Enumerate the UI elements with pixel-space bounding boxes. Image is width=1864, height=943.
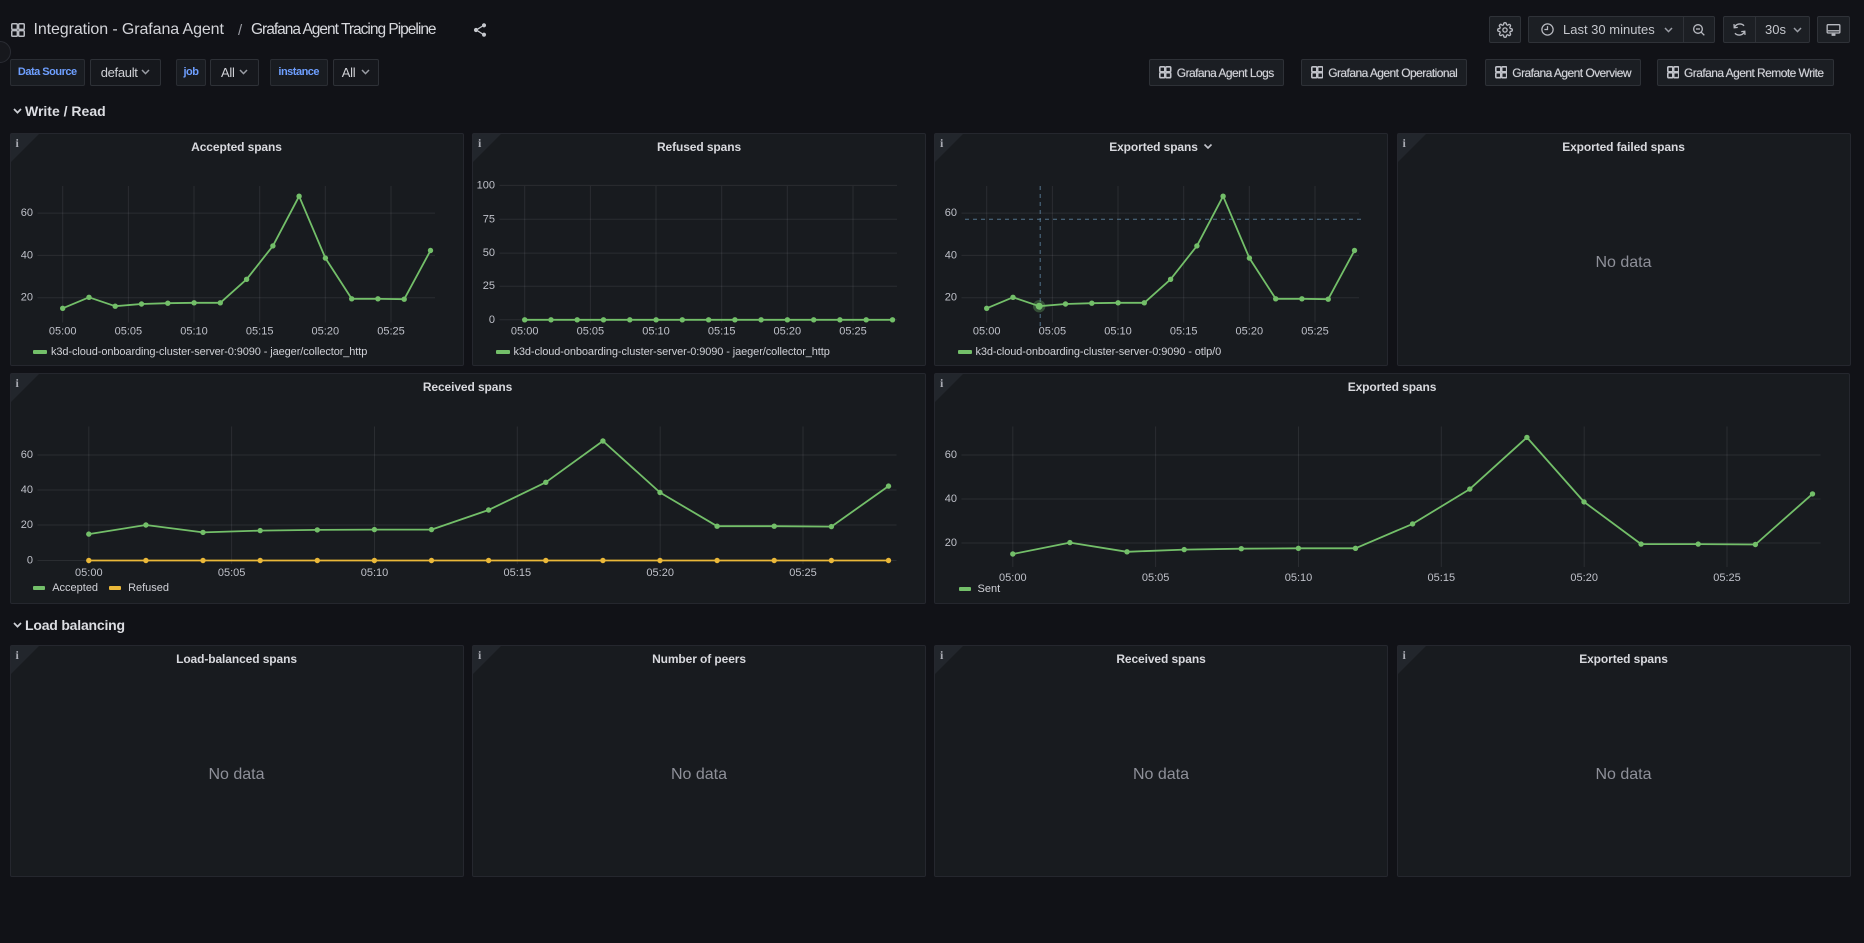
svg-text:0: 0 xyxy=(26,554,32,566)
svg-text:40: 40 xyxy=(20,249,32,261)
svg-text:05:00: 05:00 xyxy=(75,567,103,579)
svg-text:05:00: 05:00 xyxy=(999,572,1027,584)
svg-text:60: 60 xyxy=(945,207,957,219)
svg-text:60: 60 xyxy=(20,207,32,219)
svg-text:05:25: 05:25 xyxy=(789,567,817,579)
svg-text:05:25: 05:25 xyxy=(839,325,867,337)
svg-text:05:15: 05:15 xyxy=(245,325,273,337)
svg-text:05:10: 05:10 xyxy=(1104,325,1132,337)
svg-text:05:15: 05:15 xyxy=(503,567,531,579)
svg-text:05:00: 05:00 xyxy=(973,325,1001,337)
svg-text:05:05: 05:05 xyxy=(114,325,142,337)
svg-text:20: 20 xyxy=(20,519,32,531)
svg-text:60: 60 xyxy=(20,449,32,461)
svg-text:05:00: 05:00 xyxy=(511,325,539,337)
svg-text:50: 50 xyxy=(483,247,495,259)
svg-text:05:15: 05:15 xyxy=(1170,325,1198,337)
svg-text:05:10: 05:10 xyxy=(1285,572,1313,584)
svg-text:05:25: 05:25 xyxy=(1713,572,1741,584)
svg-text:05:25: 05:25 xyxy=(377,325,405,337)
svg-text:75: 75 xyxy=(483,213,495,225)
svg-text:05:20: 05:20 xyxy=(311,325,339,337)
svg-text:05:05: 05:05 xyxy=(217,567,245,579)
svg-text:05:20: 05:20 xyxy=(1570,572,1598,584)
svg-text:05:25: 05:25 xyxy=(1301,325,1329,337)
svg-text:05:05: 05:05 xyxy=(1142,572,1170,584)
svg-text:40: 40 xyxy=(945,493,957,505)
svg-text:40: 40 xyxy=(20,484,32,496)
svg-text:05:15: 05:15 xyxy=(708,325,736,337)
svg-text:100: 100 xyxy=(477,179,495,191)
svg-text:0: 0 xyxy=(489,313,495,325)
svg-text:05:20: 05:20 xyxy=(1236,325,1264,337)
svg-text:05:15: 05:15 xyxy=(1428,572,1456,584)
svg-text:05:05: 05:05 xyxy=(577,325,605,337)
svg-text:20: 20 xyxy=(20,291,32,303)
svg-text:05:00: 05:00 xyxy=(48,325,76,337)
svg-text:05:20: 05:20 xyxy=(646,567,674,579)
svg-text:05:10: 05:10 xyxy=(360,567,388,579)
svg-text:05:20: 05:20 xyxy=(774,325,802,337)
svg-text:20: 20 xyxy=(945,291,957,303)
svg-text:05:05: 05:05 xyxy=(1039,325,1067,337)
svg-text:05:10: 05:10 xyxy=(642,325,670,337)
svg-text:40: 40 xyxy=(945,249,957,261)
svg-text:05:10: 05:10 xyxy=(180,325,208,337)
svg-text:60: 60 xyxy=(945,449,957,461)
svg-text:25: 25 xyxy=(483,280,495,292)
svg-text:20: 20 xyxy=(945,537,957,549)
